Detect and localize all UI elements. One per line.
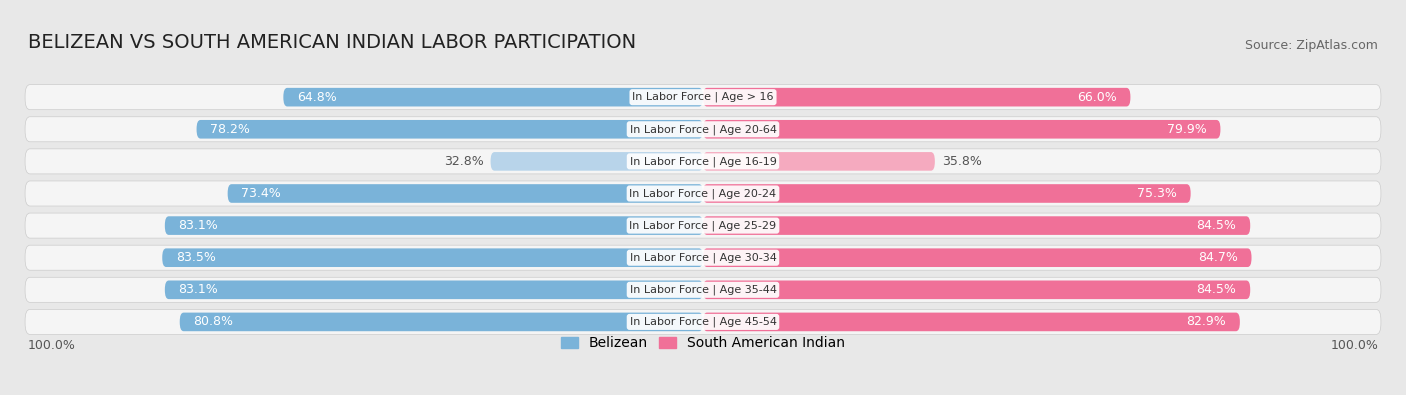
FancyBboxPatch shape: [228, 184, 703, 203]
FancyBboxPatch shape: [703, 312, 1240, 331]
Text: 79.9%: 79.9%: [1167, 123, 1206, 136]
Text: BELIZEAN VS SOUTH AMERICAN INDIAN LABOR PARTICIPATION: BELIZEAN VS SOUTH AMERICAN INDIAN LABOR …: [28, 33, 636, 52]
FancyBboxPatch shape: [25, 149, 1381, 174]
FancyBboxPatch shape: [25, 181, 1381, 206]
FancyBboxPatch shape: [25, 277, 1381, 302]
FancyBboxPatch shape: [25, 245, 1381, 270]
Text: In Labor Force | Age > 16: In Labor Force | Age > 16: [633, 92, 773, 102]
Text: 64.8%: 64.8%: [297, 91, 337, 103]
Text: 73.4%: 73.4%: [242, 187, 281, 200]
Text: 84.7%: 84.7%: [1198, 251, 1237, 264]
FancyBboxPatch shape: [703, 120, 1220, 139]
FancyBboxPatch shape: [165, 280, 703, 299]
Text: 83.1%: 83.1%: [179, 219, 218, 232]
FancyBboxPatch shape: [703, 216, 1250, 235]
Text: 100.0%: 100.0%: [28, 339, 76, 352]
FancyBboxPatch shape: [703, 152, 935, 171]
Text: 84.5%: 84.5%: [1197, 219, 1236, 232]
Text: In Labor Force | Age 45-54: In Labor Force | Age 45-54: [630, 317, 776, 327]
Text: In Labor Force | Age 30-34: In Labor Force | Age 30-34: [630, 252, 776, 263]
Text: In Labor Force | Age 20-24: In Labor Force | Age 20-24: [630, 188, 776, 199]
Text: 35.8%: 35.8%: [942, 155, 981, 168]
Text: In Labor Force | Age 25-29: In Labor Force | Age 25-29: [630, 220, 776, 231]
Text: In Labor Force | Age 20-64: In Labor Force | Age 20-64: [630, 124, 776, 135]
Text: 78.2%: 78.2%: [211, 123, 250, 136]
Text: In Labor Force | Age 16-19: In Labor Force | Age 16-19: [630, 156, 776, 167]
Text: 75.3%: 75.3%: [1137, 187, 1177, 200]
FancyBboxPatch shape: [165, 216, 703, 235]
FancyBboxPatch shape: [491, 152, 703, 171]
FancyBboxPatch shape: [25, 117, 1381, 142]
FancyBboxPatch shape: [25, 213, 1381, 238]
Text: In Labor Force | Age 35-44: In Labor Force | Age 35-44: [630, 284, 776, 295]
Text: 83.5%: 83.5%: [176, 251, 217, 264]
Text: 83.1%: 83.1%: [179, 283, 218, 296]
FancyBboxPatch shape: [703, 88, 1130, 107]
FancyBboxPatch shape: [162, 248, 703, 267]
FancyBboxPatch shape: [25, 309, 1381, 335]
Text: 100.0%: 100.0%: [1330, 339, 1378, 352]
FancyBboxPatch shape: [284, 88, 703, 107]
Legend: Belizean, South American Indian: Belizean, South American Indian: [555, 331, 851, 356]
Text: 84.5%: 84.5%: [1197, 283, 1236, 296]
FancyBboxPatch shape: [703, 184, 1191, 203]
Text: 66.0%: 66.0%: [1077, 91, 1116, 103]
FancyBboxPatch shape: [703, 248, 1251, 267]
Text: 32.8%: 32.8%: [444, 155, 484, 168]
Text: 80.8%: 80.8%: [194, 316, 233, 328]
FancyBboxPatch shape: [25, 85, 1381, 110]
FancyBboxPatch shape: [197, 120, 703, 139]
Text: Source: ZipAtlas.com: Source: ZipAtlas.com: [1246, 39, 1378, 52]
Text: 82.9%: 82.9%: [1187, 316, 1226, 328]
FancyBboxPatch shape: [703, 280, 1250, 299]
FancyBboxPatch shape: [180, 312, 703, 331]
